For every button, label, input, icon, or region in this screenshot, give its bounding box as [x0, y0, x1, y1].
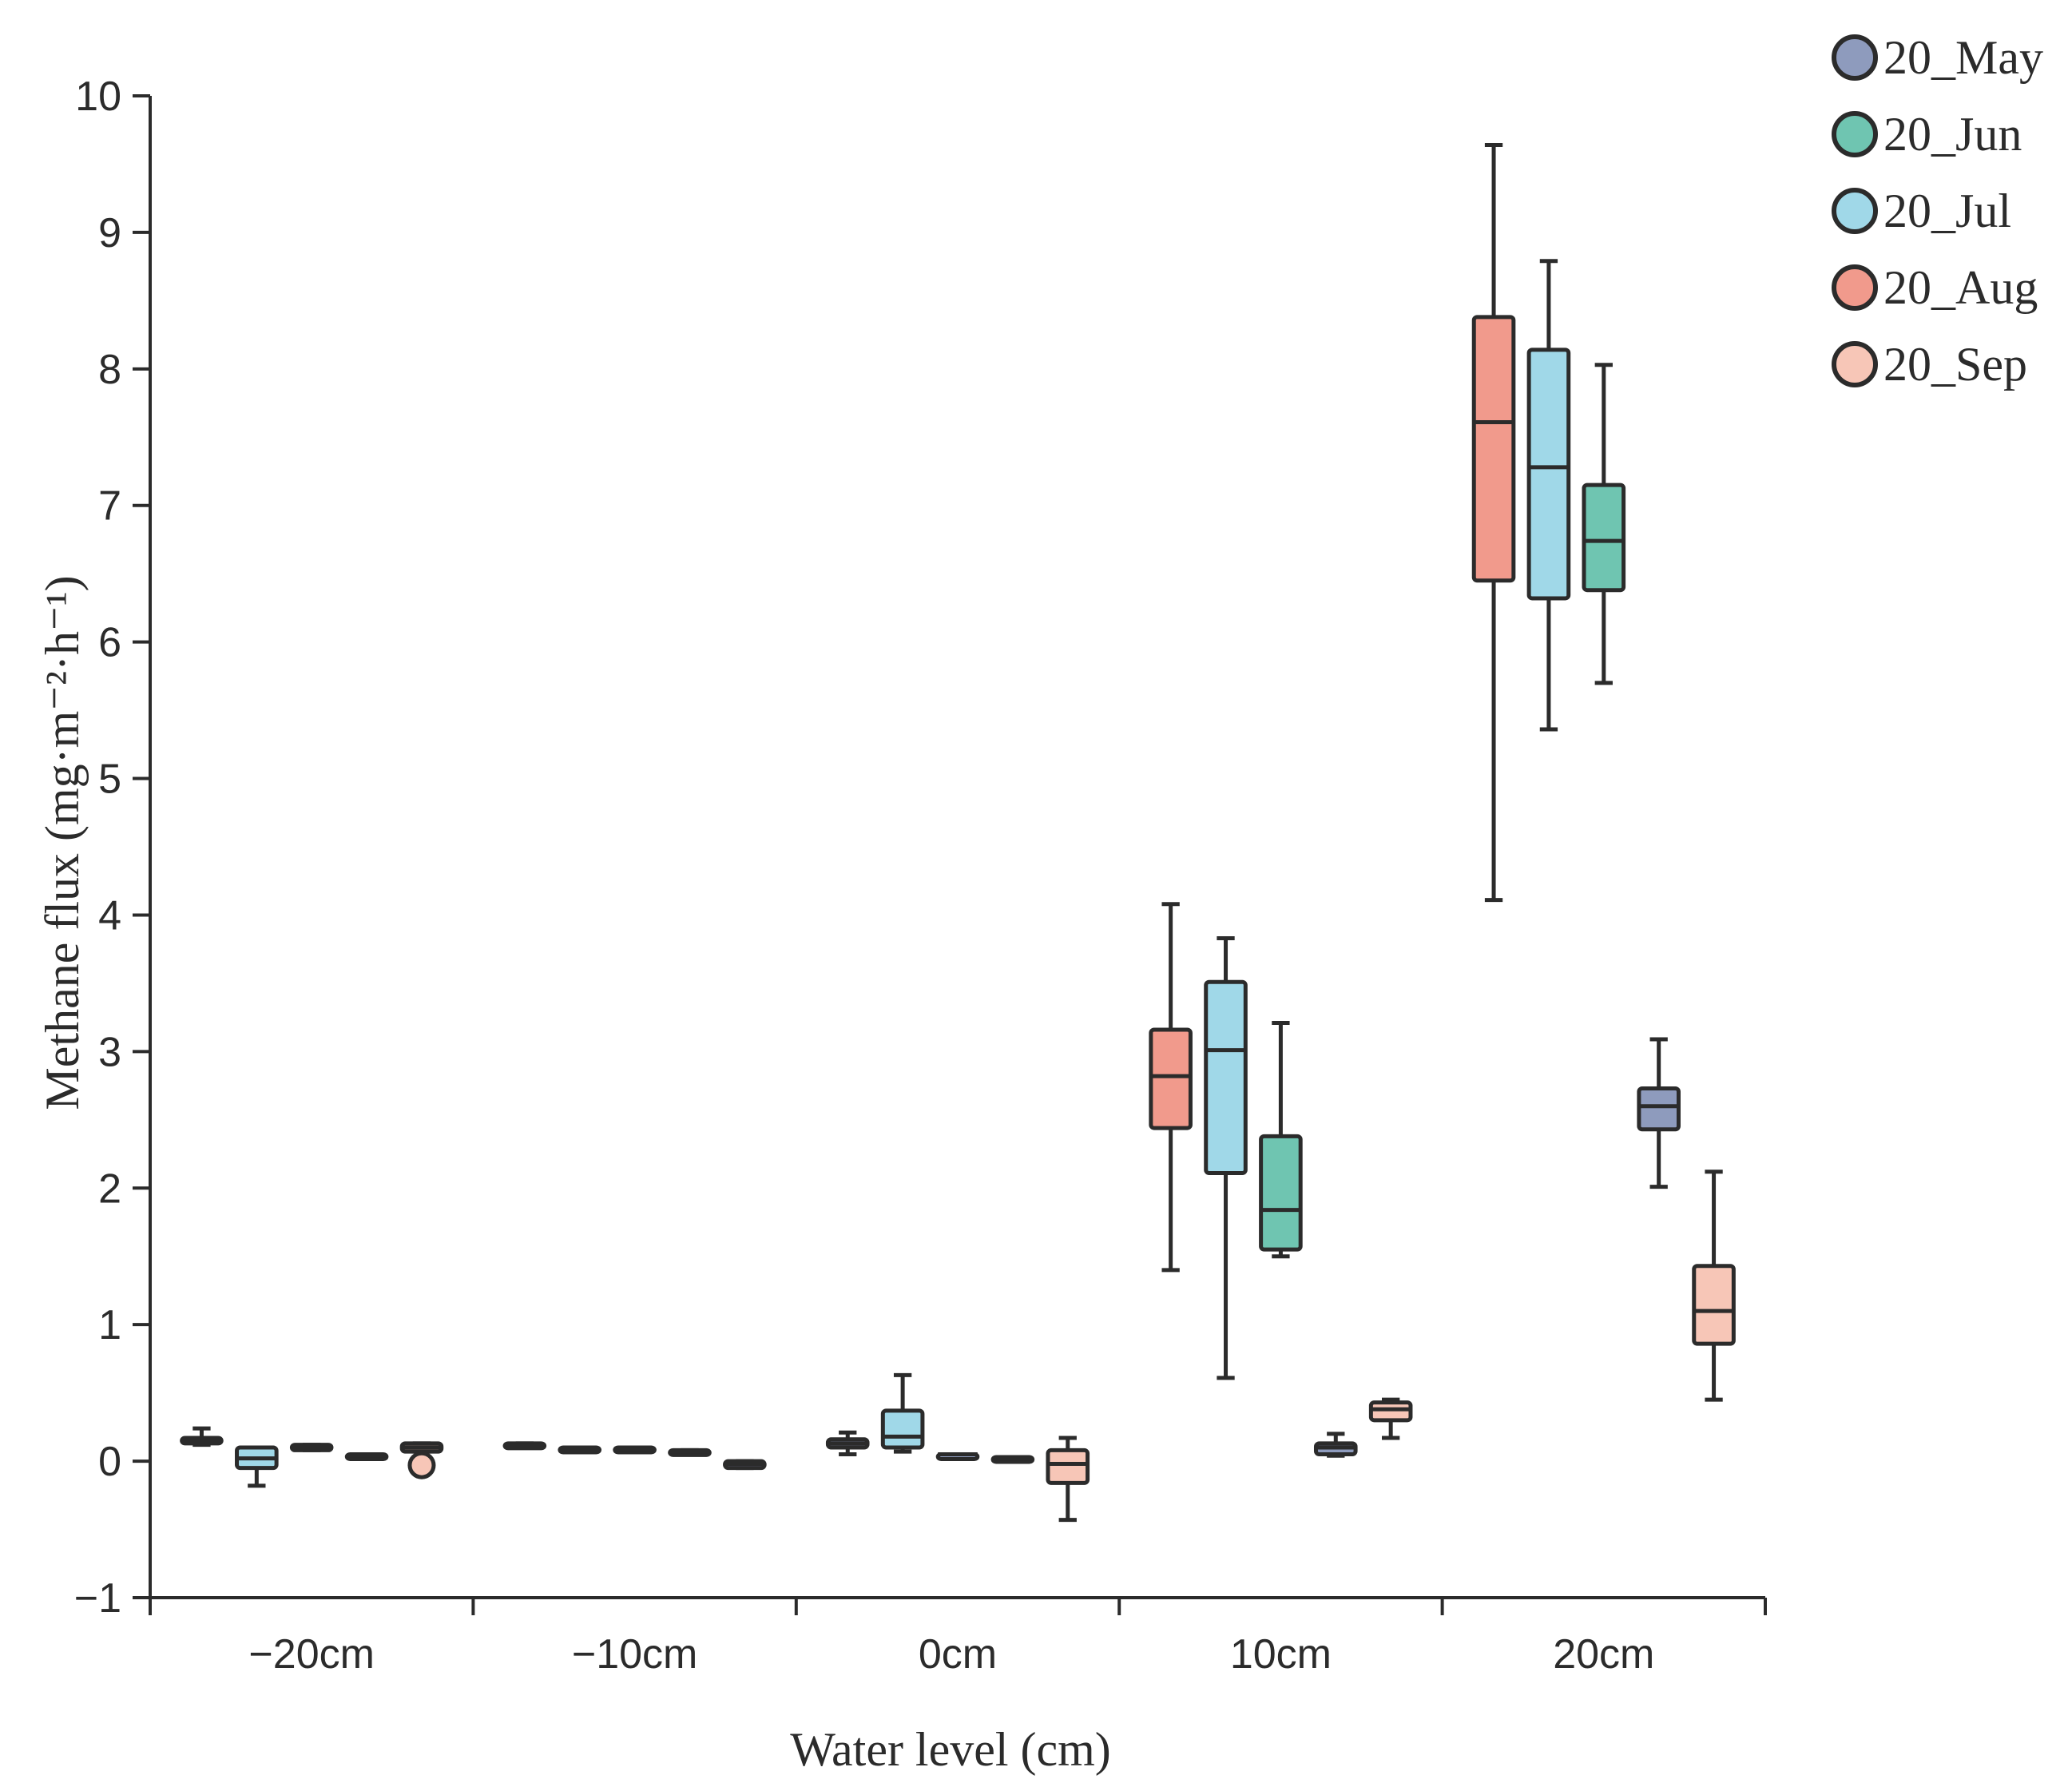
box-20-jul: [1204, 936, 1248, 1380]
box-iqr: [880, 1408, 925, 1450]
x-tick-label: 0cm: [919, 1631, 997, 1678]
y-tick-label: 9: [98, 210, 121, 256]
y-axis-title: Methane flux (mg·m⁻²·h⁻¹): [36, 575, 89, 1110]
legend-label: 20_Sep: [1883, 338, 2027, 391]
box-20-sep: [1692, 1170, 1736, 1402]
y-tick-label: 1: [98, 1302, 121, 1348]
box-20-may: [1637, 1037, 1681, 1189]
box-iqr: [1046, 1447, 1090, 1485]
legend-label: 20_Aug: [1883, 261, 2038, 314]
box-iqr: [1259, 1134, 1303, 1252]
y-tick-label: 2: [98, 1166, 121, 1212]
legend: 20_May 20_Jun 20_Jul 20_Aug 20_Sep: [1832, 31, 2043, 391]
y-tick-label: 4: [98, 892, 121, 939]
legend-item: 20_Aug: [1832, 261, 2038, 314]
box-iqr: [1526, 347, 1571, 601]
box-20-sep: [399, 1441, 444, 1479]
legend-label: 20_Jul: [1883, 185, 2011, 237]
box-20-sep: [1046, 1436, 1090, 1523]
box-20-may: [825, 1430, 870, 1457]
y-tick-label: 3: [98, 1029, 121, 1075]
box-20-may: [558, 1445, 602, 1455]
legend-marker: [1832, 341, 1878, 387]
y-tick-label: 6: [98, 620, 121, 666]
box-iqr: [1692, 1264, 1736, 1346]
legend-marker: [1832, 111, 1878, 157]
legend-marker: [1832, 188, 1878, 234]
box-20-aug: [1471, 143, 1516, 903]
box-20-may: [180, 1426, 224, 1447]
legend-marker: [1832, 34, 1878, 81]
x-axis-title: Water level (cm): [790, 1723, 1111, 1776]
box-20-sep: [1368, 1397, 1413, 1440]
box-20-aug: [1149, 902, 1193, 1273]
box-20-may: [344, 1452, 389, 1462]
y-tick-label: 7: [98, 483, 121, 530]
box-20-jul: [235, 1445, 279, 1488]
y-tick-label: 5: [98, 757, 121, 803]
box-20-may: [613, 1445, 657, 1455]
x-tick-label: 20cm: [1553, 1631, 1654, 1678]
box-iqr: [1582, 482, 1626, 593]
x-tick-label: −20cm: [248, 1631, 375, 1678]
box-20-may: [990, 1455, 1035, 1464]
y-tick-label: 10: [75, 73, 121, 120]
box-20-jun: [1582, 363, 1626, 685]
legend-item: 20_Jul: [1832, 185, 2011, 237]
axes: [149, 96, 1765, 1599]
box-iqr: [1637, 1086, 1681, 1132]
box-20-jul: [880, 1372, 925, 1454]
legend-label: 20_Jun: [1883, 108, 2022, 161]
box-20-may: [723, 1459, 767, 1471]
box-iqr: [1368, 1400, 1413, 1423]
box-iqr: [1149, 1027, 1193, 1130]
box-iqr: [1204, 979, 1248, 1175]
box-20-jul: [1526, 259, 1571, 732]
box-20-may: [289, 1443, 334, 1452]
legend-item: 20_Jun: [1832, 108, 2022, 161]
box-20-may: [668, 1447, 712, 1457]
legend-marker: [1832, 264, 1878, 311]
legend-item: 20_May: [1832, 31, 2043, 84]
x-tick-label: −10cm: [572, 1631, 698, 1678]
y-ticks: −1 0 1 2 3 4 5 6 7 8 9 10: [74, 73, 150, 1622]
legend-item: 20_Sep: [1832, 338, 2027, 391]
box-20-may: [935, 1452, 980, 1462]
outlier-point: [407, 1451, 436, 1479]
y-tick-label: 0: [98, 1439, 121, 1485]
box-20-may: [1313, 1432, 1358, 1458]
x-ticks: −20cm −10cm 0cm 10cm 20cm: [149, 1598, 1767, 1678]
box-20-jun: [1259, 1020, 1303, 1259]
box-20-may: [502, 1441, 547, 1451]
box-plots: [180, 143, 1736, 1523]
x-tick-label: 10cm: [1230, 1631, 1332, 1678]
y-tick-label: 8: [98, 347, 121, 393]
legend-label: 20_May: [1883, 31, 2043, 84]
y-tick-label: −1: [74, 1575, 121, 1622]
box-iqr: [1471, 315, 1516, 583]
